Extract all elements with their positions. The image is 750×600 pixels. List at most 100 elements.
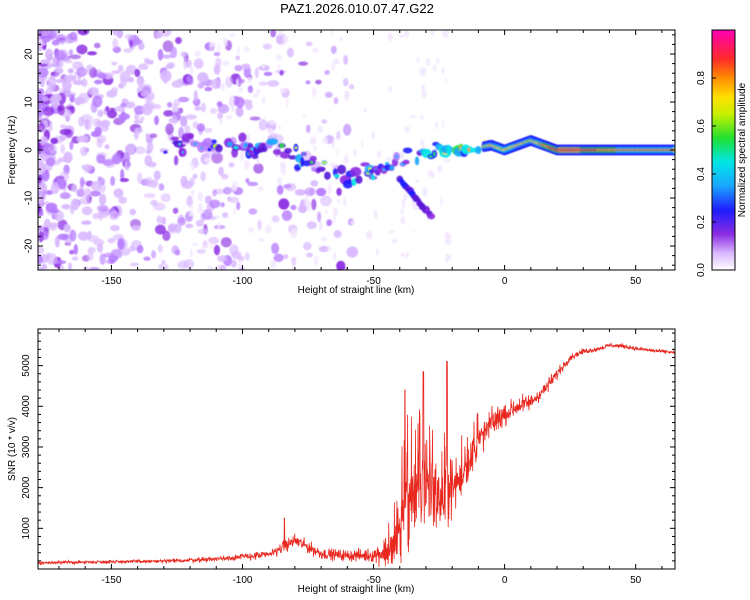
- spectrum-noise-blob: [68, 49, 74, 56]
- spectrum-noise-blob: [68, 54, 81, 60]
- spectrum-speckle: [419, 67, 427, 77]
- spectrum-noise-blob: [210, 78, 221, 90]
- spectrum-speckle: [218, 222, 221, 231]
- spectrum-speckle: [403, 192, 408, 201]
- spectrum-noise-blob: [69, 140, 74, 150]
- spectrum-noise-blob: [38, 184, 46, 191]
- spectrum-noise-blob: [151, 250, 157, 259]
- spectrum-speckle: [220, 82, 225, 92]
- colorbar-frame: [711, 29, 736, 271]
- spectrum-speckle: [332, 58, 340, 65]
- spectrum-speckle: [421, 88, 427, 98]
- spectrum-noise-blob: [124, 34, 134, 40]
- spectrum-noise-blob: [223, 212, 229, 219]
- spectrum-noise-blob: [154, 115, 159, 126]
- spectrum-noise-blob: [54, 50, 66, 61]
- spectrum-ridge-core: [389, 165, 395, 171]
- spectrum-speckle: [399, 216, 406, 225]
- spectrum-noise-blob: [110, 224, 120, 232]
- spectrum-speckle: [327, 245, 332, 252]
- spectrum-noise-blob: [160, 70, 172, 83]
- spectrum-noise-blob: [298, 61, 309, 66]
- spectrum-noise-blob: [247, 85, 254, 94]
- spectrum-noise-blob: [213, 244, 221, 256]
- spectrum-noise-blob: [69, 206, 75, 215]
- spectrum-noise-blob: [171, 80, 184, 88]
- spectrum-ridge-core: [178, 142, 181, 146]
- spectrum-noise-blob: [48, 208, 60, 214]
- spectrum-noise-blob: [197, 228, 209, 235]
- spectrum-speckle: [237, 261, 242, 268]
- spectrum-noise-blob: [139, 42, 145, 50]
- spectrum-noise-blob: [139, 116, 145, 122]
- spectrum-noise-blob: [333, 230, 342, 238]
- spectrum-ridge-core: [294, 146, 298, 150]
- spectrum-noise-blob: [263, 71, 273, 77]
- spectrum-speckle: [244, 46, 250, 52]
- spectrum-noise-blob: [50, 182, 60, 195]
- spectrum-speckle: [441, 119, 444, 128]
- spectrum-noise-blob: [39, 196, 44, 208]
- spectrum-speckle: [283, 36, 286, 46]
- spectrum-noise-blob: [145, 133, 151, 140]
- spectrum-noise-blob: [86, 64, 94, 70]
- spectrum-noise-blob: [320, 195, 332, 207]
- snr-y-tick-label: 3000: [21, 435, 32, 458]
- snr-x-tick-label: -150: [101, 575, 121, 586]
- spectrum-noise-blob: [102, 159, 114, 166]
- spectrum-noise-blob: [40, 30, 50, 37]
- spectrum-speckle: [332, 207, 339, 217]
- snr-y-tick-label: 2000: [21, 476, 32, 499]
- spectrum-speckle: [330, 30, 334, 36]
- spectrum-ridge-core: [250, 147, 254, 151]
- spectrum-ridge-core: [395, 154, 399, 159]
- spectrum-noise-blob: [69, 229, 77, 242]
- spectrum-noise-blob: [154, 224, 166, 235]
- snr-y-tick-label: 1000: [21, 517, 32, 540]
- spectrum-speckle: [373, 209, 378, 219]
- spectrum-speckle: [190, 203, 194, 212]
- spectrum-noise-blob: [54, 260, 67, 265]
- spectrum-noise-blob: [38, 101, 45, 108]
- spectrum-speckle: [443, 158, 451, 163]
- spectrum-noise-blob: [50, 137, 59, 145]
- snr-x-tick-label: -100: [232, 575, 252, 586]
- spectrum-noise-blob: [73, 244, 79, 255]
- spectrum-speckle: [198, 209, 205, 214]
- spectrum-noise-blob: [47, 75, 57, 87]
- spectrum-noise-blob: [131, 225, 141, 231]
- spectrum-noise-blob: [76, 66, 87, 77]
- spectrum-noise-blob: [89, 267, 100, 270]
- snr-y-label: SNR (10 * v/v): [7, 417, 18, 481]
- spectrum-noise-blob: [178, 107, 184, 114]
- spectrum-ridge-blob: [309, 155, 317, 162]
- spectrum-speckle: [371, 130, 376, 140]
- spectrum-noise-blob: [248, 208, 258, 215]
- colorbar-tick-label: 0.8: [696, 71, 707, 85]
- colorbar: 0.0 0.2 0.4 0.6 0.8 Normalized spectral ampl…: [696, 29, 748, 277]
- spectrum-ridge-core: [243, 142, 248, 148]
- spectrum-speckle: [237, 45, 240, 55]
- spectrum-noise-blob: [87, 235, 99, 242]
- spectrum-ridge-blob: [272, 148, 282, 156]
- spectrum-noise-blob: [63, 224, 71, 233]
- spectrum-ridge-core: [467, 147, 471, 152]
- spectrum-noise-blob: [211, 152, 223, 164]
- spectrum-noise-blob: [88, 67, 98, 79]
- spectrum-noise-blob: [96, 72, 107, 79]
- spectrum-noise-blob: [234, 64, 243, 72]
- figure-title: PAZ1.2026.010.07.47.G22: [280, 1, 434, 16]
- spectrum-speckle: [284, 36, 289, 42]
- spectrum-speckle: [188, 212, 194, 217]
- spectrum-speckle: [412, 206, 419, 211]
- spectrum-noise-blob: [143, 256, 151, 261]
- spectrum-noise-blob: [158, 183, 165, 191]
- spectrum-noise-blob: [196, 123, 206, 132]
- spectrum-noise-blob: [38, 115, 43, 121]
- spectrum-noise-blob: [38, 41, 46, 47]
- spectrum-speckle: [257, 186, 264, 192]
- spectrum-noise-blob: [218, 166, 224, 177]
- spectrum-speckle: [210, 245, 214, 249]
- spectrum-noise-blob: [100, 119, 111, 127]
- spectrum-ridge-blob: [446, 144, 451, 155]
